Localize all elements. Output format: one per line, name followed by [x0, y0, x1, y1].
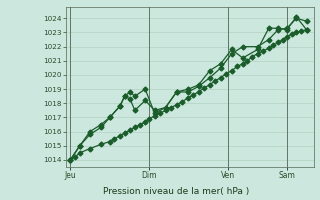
Text: Pression niveau de la mer( hPa ): Pression niveau de la mer( hPa ) — [103, 187, 249, 196]
